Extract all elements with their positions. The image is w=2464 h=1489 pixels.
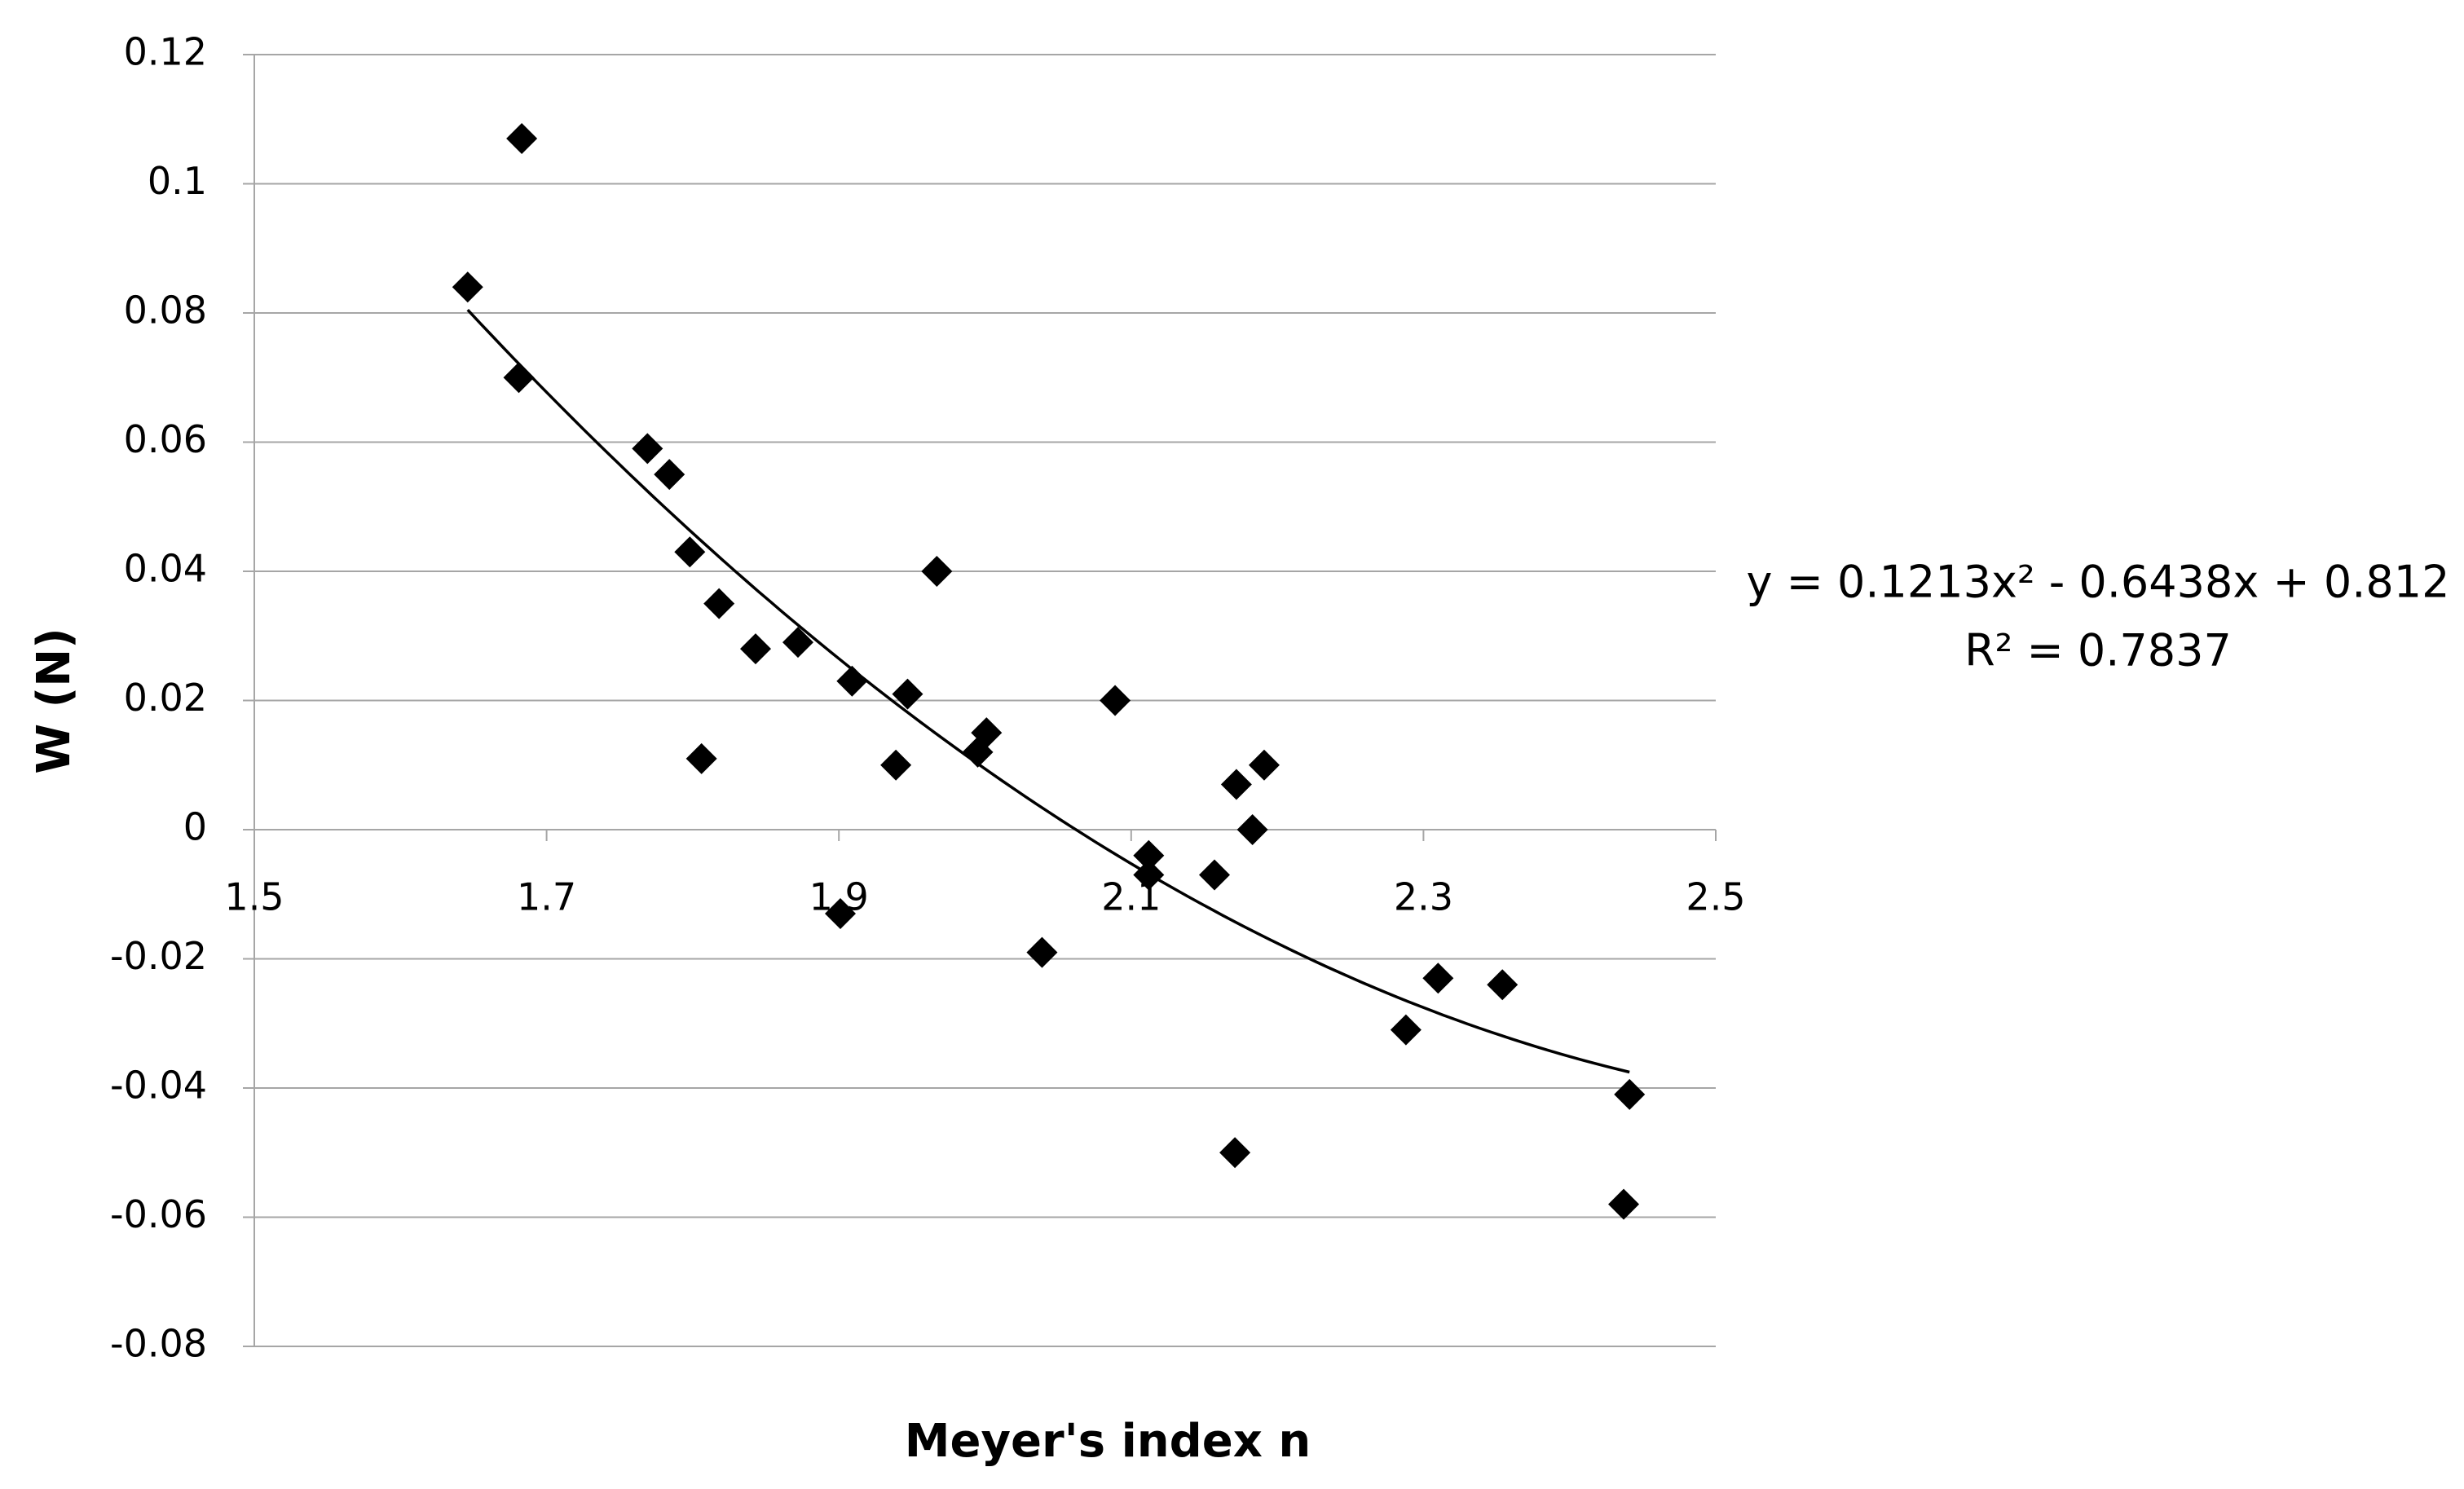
point — [1199, 859, 1231, 891]
point — [654, 459, 685, 491]
x-axis-title: Meyer's index n — [905, 1415, 1311, 1468]
point — [1133, 859, 1165, 891]
point — [1614, 1078, 1646, 1110]
point — [1219, 1137, 1251, 1169]
point — [632, 433, 663, 465]
point — [1100, 685, 1131, 716]
y-tick-label: 0 — [183, 805, 207, 849]
point — [880, 749, 912, 781]
point — [1026, 936, 1058, 968]
point — [1422, 963, 1454, 994]
point — [674, 536, 706, 568]
point — [739, 633, 771, 665]
y-tick-label: 0.04 — [124, 547, 207, 591]
point — [506, 123, 538, 155]
x-tick-label: 1.7 — [517, 875, 576, 919]
point — [703, 588, 735, 619]
y-tick-label: 0.02 — [124, 676, 207, 720]
point — [1220, 769, 1252, 800]
y-tick-label: 0.06 — [124, 417, 207, 461]
point — [685, 742, 717, 774]
y-tick-label: -0.02 — [110, 934, 207, 978]
point — [503, 362, 535, 394]
y-tick-label: 0.08 — [124, 289, 207, 333]
point — [892, 678, 923, 710]
point — [824, 898, 856, 930]
y-tick-label: -0.04 — [110, 1064, 207, 1108]
point — [971, 717, 1003, 749]
point — [782, 627, 813, 659]
point — [1236, 814, 1268, 845]
y-axis-title: W (N) — [28, 628, 81, 773]
point — [452, 271, 483, 303]
point — [1608, 1188, 1640, 1220]
x-tick-label: 2.3 — [1394, 875, 1453, 919]
r-squared: R² = 0.7837 — [1964, 625, 2232, 676]
y-tick-label: 0.12 — [124, 30, 207, 74]
trendline — [466, 309, 1630, 1074]
y-tick-label: -0.08 — [110, 1322, 207, 1366]
point — [1133, 839, 1165, 871]
point — [1487, 969, 1519, 1001]
y-tick-label: -0.06 — [110, 1192, 207, 1236]
point — [1390, 1014, 1422, 1046]
trendline-equation: y = 0.1213x² - 0.6438x + 0.812 — [1747, 557, 2450, 608]
x-tick-label: 1.5 — [224, 875, 284, 919]
point — [1248, 749, 1280, 781]
point — [836, 665, 868, 697]
x-tick-label: 2.5 — [1686, 875, 1745, 919]
y-tick-label: 0.1 — [148, 159, 207, 203]
point — [921, 556, 953, 587]
